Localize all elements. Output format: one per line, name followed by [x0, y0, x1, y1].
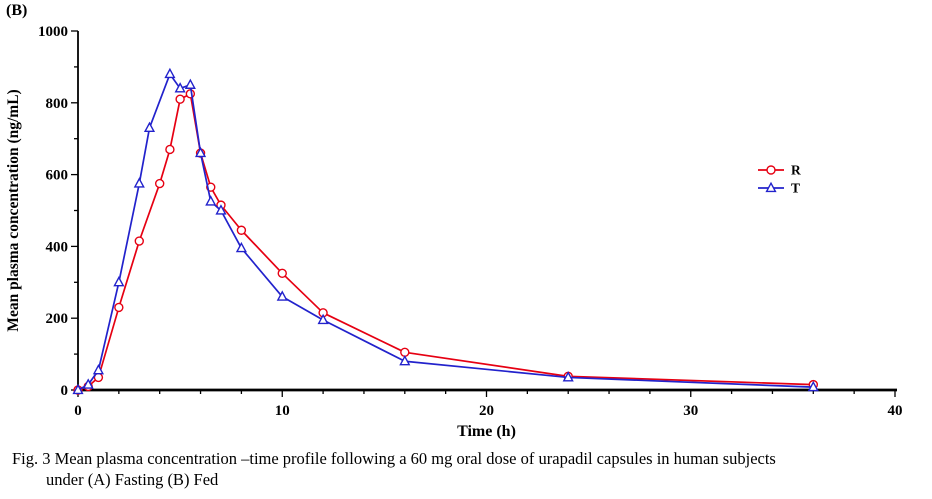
panel-label: (B) [6, 2, 28, 19]
series-T [72, 67, 819, 395]
chart-svg: 0 200 400 600 800 1000 0 10 20 30 40 Time (h) Mean p… [5, 24, 903, 440]
caption-line-2: under (A) Fasting (B) Fed [46, 470, 219, 489]
svg-text:30: 30 [683, 403, 698, 419]
svg-text:400: 400 [46, 239, 69, 255]
legend: RT [758, 163, 801, 196]
axes [71, 30, 897, 397]
svg-text:40: 40 [888, 403, 903, 419]
svg-text:20: 20 [479, 403, 494, 419]
series-R [73, 89, 818, 395]
svg-text:0: 0 [61, 383, 69, 399]
svg-text:T: T [791, 181, 800, 196]
caption-line-1: Fig. 3 Mean plasma concentration –time p… [12, 449, 776, 468]
svg-text:1000: 1000 [38, 24, 68, 40]
svg-text:R: R [791, 163, 801, 178]
svg-text:0: 0 [74, 403, 82, 419]
svg-text:Mean plasma concentration (ng/: Mean plasma concentration (ng/mL) [5, 89, 22, 331]
svg-text:800: 800 [46, 96, 69, 112]
svg-text:10: 10 [275, 403, 290, 419]
svg-text:600: 600 [46, 168, 69, 184]
axis-labels: 0 200 400 600 800 1000 0 10 20 30 40 Time (h) Mean p… [5, 24, 903, 440]
figure-caption: Fig. 3 Mean plasma concentration –time p… [0, 448, 932, 490]
svg-text:200: 200 [46, 311, 69, 327]
svg-text:Time (h): Time (h) [457, 423, 516, 440]
legend-entry-R: R [758, 163, 801, 178]
legend-entry-T: T [758, 181, 800, 196]
